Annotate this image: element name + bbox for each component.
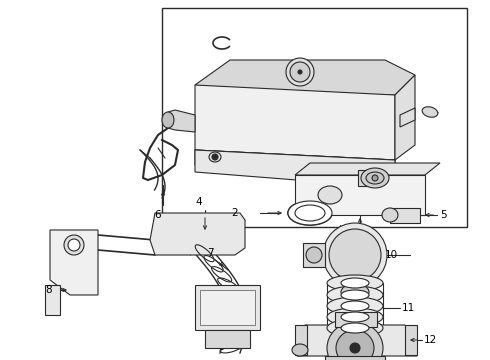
Text: 3: 3 [368,230,375,240]
Ellipse shape [68,239,80,251]
Text: 5: 5 [440,210,446,220]
Ellipse shape [295,205,325,221]
Ellipse shape [162,112,174,128]
Bar [405,325,417,355]
Ellipse shape [422,107,438,117]
Text: 9: 9 [219,342,225,352]
Ellipse shape [292,344,308,356]
Ellipse shape [327,286,383,304]
Polygon shape [150,213,245,255]
Ellipse shape [341,301,369,311]
Text: 2: 2 [231,208,238,218]
Bar [45,285,60,315]
Text: 8: 8 [46,285,52,295]
Ellipse shape [366,172,384,184]
Polygon shape [50,230,98,295]
Ellipse shape [382,208,398,222]
Ellipse shape [327,322,383,360]
Ellipse shape [341,278,369,288]
Bar [162,8,467,227]
Text: 1: 1 [330,243,336,253]
Text: 11: 11 [402,303,415,313]
Text: 1: 1 [334,243,341,253]
Ellipse shape [318,186,342,204]
Bar [390,208,420,223]
Ellipse shape [350,343,360,353]
Polygon shape [195,150,395,185]
Ellipse shape [290,62,310,82]
Ellipse shape [288,201,332,225]
Ellipse shape [323,223,387,287]
Ellipse shape [361,168,389,188]
Ellipse shape [327,297,383,315]
Polygon shape [168,110,195,132]
Ellipse shape [341,323,369,333]
Bar [295,325,307,355]
Ellipse shape [306,247,322,263]
Ellipse shape [327,308,383,326]
Bar [358,170,373,186]
Polygon shape [195,85,395,160]
Bar [205,330,250,348]
Ellipse shape [341,312,369,322]
Text: 4: 4 [196,197,202,207]
Ellipse shape [286,58,314,86]
Ellipse shape [336,330,374,360]
Ellipse shape [327,319,383,337]
Ellipse shape [327,275,383,291]
Bar [335,312,377,327]
Ellipse shape [329,229,381,281]
Ellipse shape [298,70,302,74]
Text: 12: 12 [424,335,437,345]
Bar [200,290,255,325]
Polygon shape [295,163,440,175]
Text: 7: 7 [207,248,213,258]
Ellipse shape [212,154,218,160]
Ellipse shape [64,235,84,255]
Bar [295,175,425,215]
Bar [325,356,385,360]
Polygon shape [195,60,415,95]
Text: 6: 6 [155,210,161,220]
Text: 10: 10 [385,250,398,260]
Ellipse shape [341,284,369,300]
Bar [195,285,260,330]
Ellipse shape [341,290,369,300]
Ellipse shape [372,175,378,181]
Polygon shape [400,108,415,127]
Polygon shape [297,325,417,356]
Bar [303,243,325,267]
Polygon shape [395,75,415,160]
Polygon shape [195,150,395,175]
Ellipse shape [209,152,221,162]
